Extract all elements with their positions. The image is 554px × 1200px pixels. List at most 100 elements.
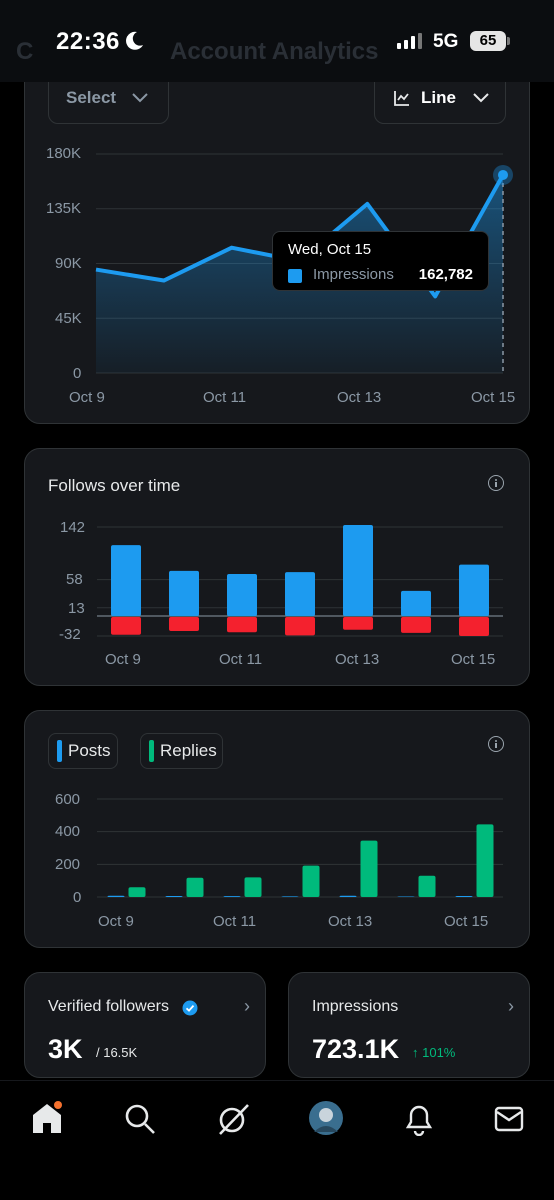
info-icon[interactable] xyxy=(488,475,504,491)
legend-replies[interactable]: Replies xyxy=(140,733,223,769)
replies-bar xyxy=(360,840,378,897)
follows-bar xyxy=(459,564,489,616)
hover-point xyxy=(498,169,508,180)
legend-replies-label: Replies xyxy=(160,741,217,760)
home-icon[interactable] xyxy=(31,1101,63,1135)
y-tick: 0 xyxy=(73,889,82,906)
replies-bar xyxy=(476,824,494,897)
y-tick: 400 xyxy=(55,823,81,840)
x-tick: Oct 11 xyxy=(219,651,263,668)
impressions-stat-card[interactable] xyxy=(288,972,530,1078)
impressions-change: ↑ 101% xyxy=(412,1045,456,1060)
posts-bar xyxy=(223,896,241,897)
avatar[interactable] xyxy=(308,1100,344,1136)
posts-bar xyxy=(455,896,473,897)
verified-followers-label: Verified followers xyxy=(48,998,169,1015)
chevron-down-icon xyxy=(132,93,148,103)
follows-bar xyxy=(227,573,257,616)
info-icon[interactable] xyxy=(488,736,504,752)
replies-legend-swatch xyxy=(149,740,154,762)
unfollows-bar xyxy=(459,616,489,636)
faded-header-back: C xyxy=(16,38,34,65)
signal-icon xyxy=(397,33,422,49)
posts-bar xyxy=(107,895,125,897)
y-tick: 90K xyxy=(55,255,82,272)
x-tick: Oct 11 xyxy=(213,913,257,930)
chart-type-label: Line xyxy=(421,88,456,107)
y-tick: -32 xyxy=(59,626,81,643)
x-tick: Oct 15 xyxy=(471,389,516,406)
status-bar: C Account Analytics 22:36 5G 65 xyxy=(0,0,554,82)
x-tick: Oct 9 xyxy=(105,651,141,668)
moon-icon xyxy=(126,31,143,50)
chart-tooltip: Wed, Oct 15 Impressions 162,782 xyxy=(272,231,489,291)
tooltip-swatch xyxy=(288,269,302,283)
verified-followers-value: 3K xyxy=(48,1034,83,1064)
status-time: 22:36 xyxy=(56,28,120,55)
y-tick: 45K xyxy=(55,310,82,327)
tooltip-value: 162,782 xyxy=(418,266,473,283)
y-tick: 135K xyxy=(46,200,82,217)
x-tick: Oct 9 xyxy=(98,913,134,930)
follows-bar xyxy=(285,572,315,616)
follows-bar xyxy=(169,570,199,616)
unfollows-bar xyxy=(111,616,141,635)
replies-bar xyxy=(302,865,320,897)
unfollows-bar xyxy=(285,616,315,636)
follows-chart-card xyxy=(24,448,530,686)
unfollows-bar xyxy=(227,616,257,633)
posts-replies-bar-chart[interactable] xyxy=(0,0,554,950)
y-tick: 142 xyxy=(60,519,86,536)
y-tick: 600 xyxy=(55,791,81,808)
bottom-navigation xyxy=(0,1080,554,1200)
x-tick: Oct 11 xyxy=(203,389,247,406)
select-label: Select xyxy=(66,88,117,107)
x-tick: Oct 9 xyxy=(69,389,105,406)
x-tick: Oct 15 xyxy=(451,651,496,668)
verified-badge-icon xyxy=(182,1000,198,1016)
legend-posts[interactable]: Posts xyxy=(48,733,118,769)
posts-replies-chart-card xyxy=(24,710,530,948)
replies-bar xyxy=(186,877,204,897)
posts-bar xyxy=(339,895,357,897)
impressions-stat-label: Impressions xyxy=(312,998,399,1015)
line-chart-icon xyxy=(394,91,409,106)
verified-followers-card[interactable] xyxy=(24,972,266,1078)
x-tick: Oct 13 xyxy=(335,651,380,668)
chevron-right-icon: › xyxy=(244,996,250,1016)
search-icon[interactable] xyxy=(124,1103,156,1135)
replies-bar xyxy=(244,877,262,897)
y-tick: 180K xyxy=(46,145,82,162)
legend-posts-label: Posts xyxy=(68,741,111,760)
messages-mail-icon[interactable] xyxy=(494,1106,524,1132)
x-tick: Oct 13 xyxy=(328,913,373,930)
y-tick: 58 xyxy=(66,571,83,588)
replies-bar xyxy=(418,875,436,897)
chevron-down-icon xyxy=(473,93,489,103)
tooltip-date: Wed, Oct 15 xyxy=(288,241,372,258)
y-tick: 13 xyxy=(68,600,85,617)
tooltip-series-name: Impressions xyxy=(313,266,394,283)
battery-icon: 65 xyxy=(470,31,510,51)
posts-bar xyxy=(165,896,183,897)
follows-bar xyxy=(111,545,141,616)
y-tick: 200 xyxy=(55,856,81,873)
impressions-stat-value: 723.1K xyxy=(312,1034,400,1064)
follows-bar xyxy=(343,525,373,616)
x-tick: Oct 15 xyxy=(444,913,489,930)
follows-bar-chart[interactable] xyxy=(0,0,554,700)
chevron-right-icon: › xyxy=(508,996,514,1016)
x-tick: Oct 13 xyxy=(337,389,382,406)
faded-header-title: Account Analytics xyxy=(170,38,379,65)
unfollows-bar xyxy=(401,616,431,633)
notifications-bell-icon[interactable] xyxy=(404,1102,434,1136)
posts-bar xyxy=(281,896,299,897)
posts-legend-swatch xyxy=(57,740,62,762)
unfollows-bar xyxy=(343,616,373,630)
grok-icon[interactable] xyxy=(216,1102,250,1136)
y-tick: 0 xyxy=(73,365,82,382)
follows-chart-title: Follows over time xyxy=(48,476,181,495)
total-followers-value: / 16.5K xyxy=(96,1045,138,1060)
replies-bar xyxy=(128,887,146,897)
network-type: 5G xyxy=(433,31,459,52)
